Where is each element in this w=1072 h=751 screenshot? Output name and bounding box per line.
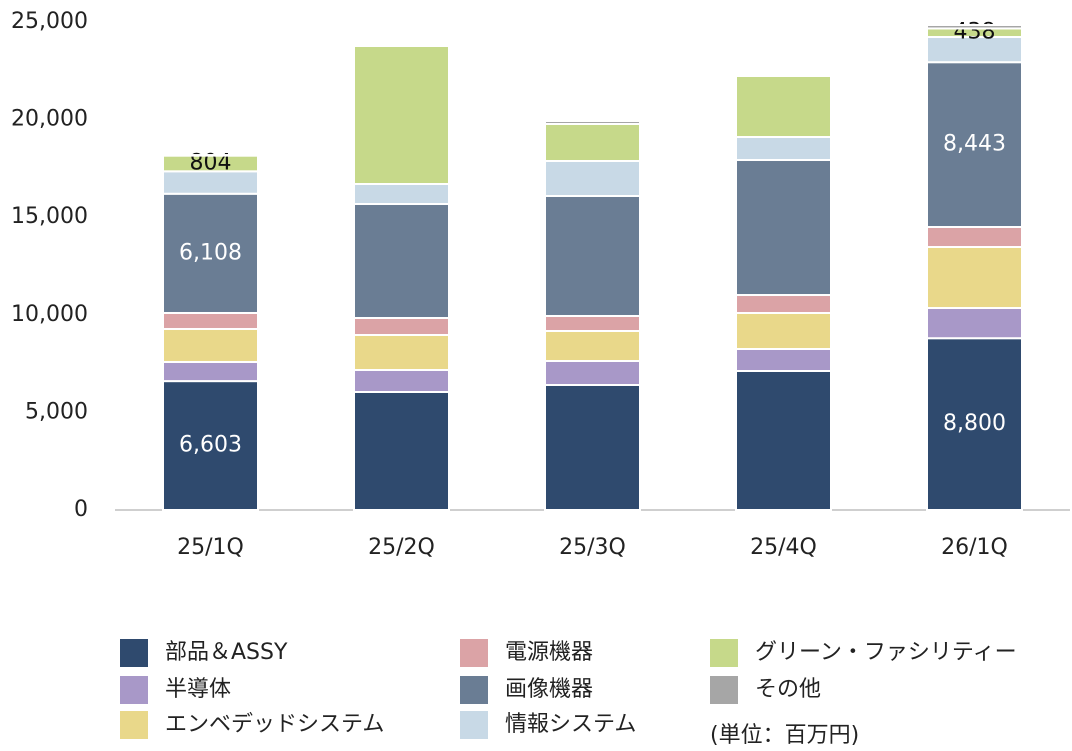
x-tick-label: 25/3Q <box>559 535 626 560</box>
bar-segment <box>735 347 832 372</box>
legend-swatch <box>120 639 148 667</box>
bar-segment <box>353 45 450 185</box>
data-label: 8,443 <box>943 132 1006 157</box>
bar-segment <box>544 330 641 363</box>
data-label: 438 <box>954 20 996 45</box>
bar-segment <box>162 327 259 363</box>
y-tick-label: 10,000 <box>11 302 88 327</box>
bar-segment <box>926 246 1023 310</box>
y-tick-label: 0 <box>74 497 88 522</box>
legend-label: 電源機器 <box>505 640 593 665</box>
bar-segment <box>353 334 450 372</box>
legend-swatch <box>710 676 738 704</box>
bar-segment <box>544 360 641 386</box>
bar-segment <box>544 160 641 198</box>
bar-segment <box>353 391 450 511</box>
bar-segment <box>162 360 259 383</box>
legend-swatch <box>460 676 488 704</box>
bar-segment <box>735 369 832 511</box>
bar-segment <box>926 307 1023 340</box>
bar-segment <box>926 225 1023 249</box>
y-tick-label: 15,000 <box>11 204 88 229</box>
legend-label: エンベデッドシステム <box>165 712 384 737</box>
bar-segment <box>162 192 259 314</box>
legend-label: 画像機器 <box>505 677 593 702</box>
bar-segment <box>735 159 832 297</box>
bar-segment <box>353 182 450 206</box>
y-tick-label: 25,000 <box>11 9 88 34</box>
bar-segment <box>544 314 641 333</box>
bar-segment <box>544 195 641 317</box>
bar-segment <box>926 61 1023 228</box>
bar-segment <box>735 74 832 138</box>
legend-label: 情報システム <box>505 712 636 737</box>
legend-swatch <box>710 639 738 667</box>
data-label: 6,603 <box>179 433 242 458</box>
bar-segment <box>544 383 641 512</box>
bar-segment <box>926 337 1023 511</box>
bar-segment <box>353 203 450 320</box>
bar-segment <box>353 317 450 337</box>
bar-segment <box>162 154 259 157</box>
data-label: 8,800 <box>943 411 1006 436</box>
legend-label: その他 <box>755 677 821 702</box>
x-tick-label: 26/1Q <box>941 535 1008 560</box>
bar-segment <box>926 24 1023 30</box>
y-tick-label: 20,000 <box>11 107 88 132</box>
legend-swatch <box>120 676 148 704</box>
bar-segment <box>735 312 832 350</box>
unit-note: (単位：百万円) <box>710 723 859 747</box>
bar-segment <box>735 135 832 162</box>
bar-segment <box>162 380 259 511</box>
legend-swatch <box>460 639 488 667</box>
bar-segment <box>735 294 832 315</box>
bar-segment <box>162 311 259 330</box>
bar-segment <box>353 369 450 394</box>
x-tick-label: 25/1Q <box>177 535 244 560</box>
data-label: 6,108 <box>179 240 242 265</box>
legend-label: 部品＆ASSY <box>165 640 288 665</box>
y-tick-label: 5,000 <box>25 399 88 424</box>
bar-segment <box>544 120 641 125</box>
legend-swatch <box>460 711 488 739</box>
x-tick-label: 25/2Q <box>368 535 435 560</box>
legend-swatch <box>120 711 148 739</box>
legend-label: 半導体 <box>165 677 231 702</box>
legend-label: グリーン・ファシリティー <box>755 640 1017 665</box>
x-tick-label: 25/4Q <box>750 535 817 560</box>
bar-segment <box>544 122 641 163</box>
